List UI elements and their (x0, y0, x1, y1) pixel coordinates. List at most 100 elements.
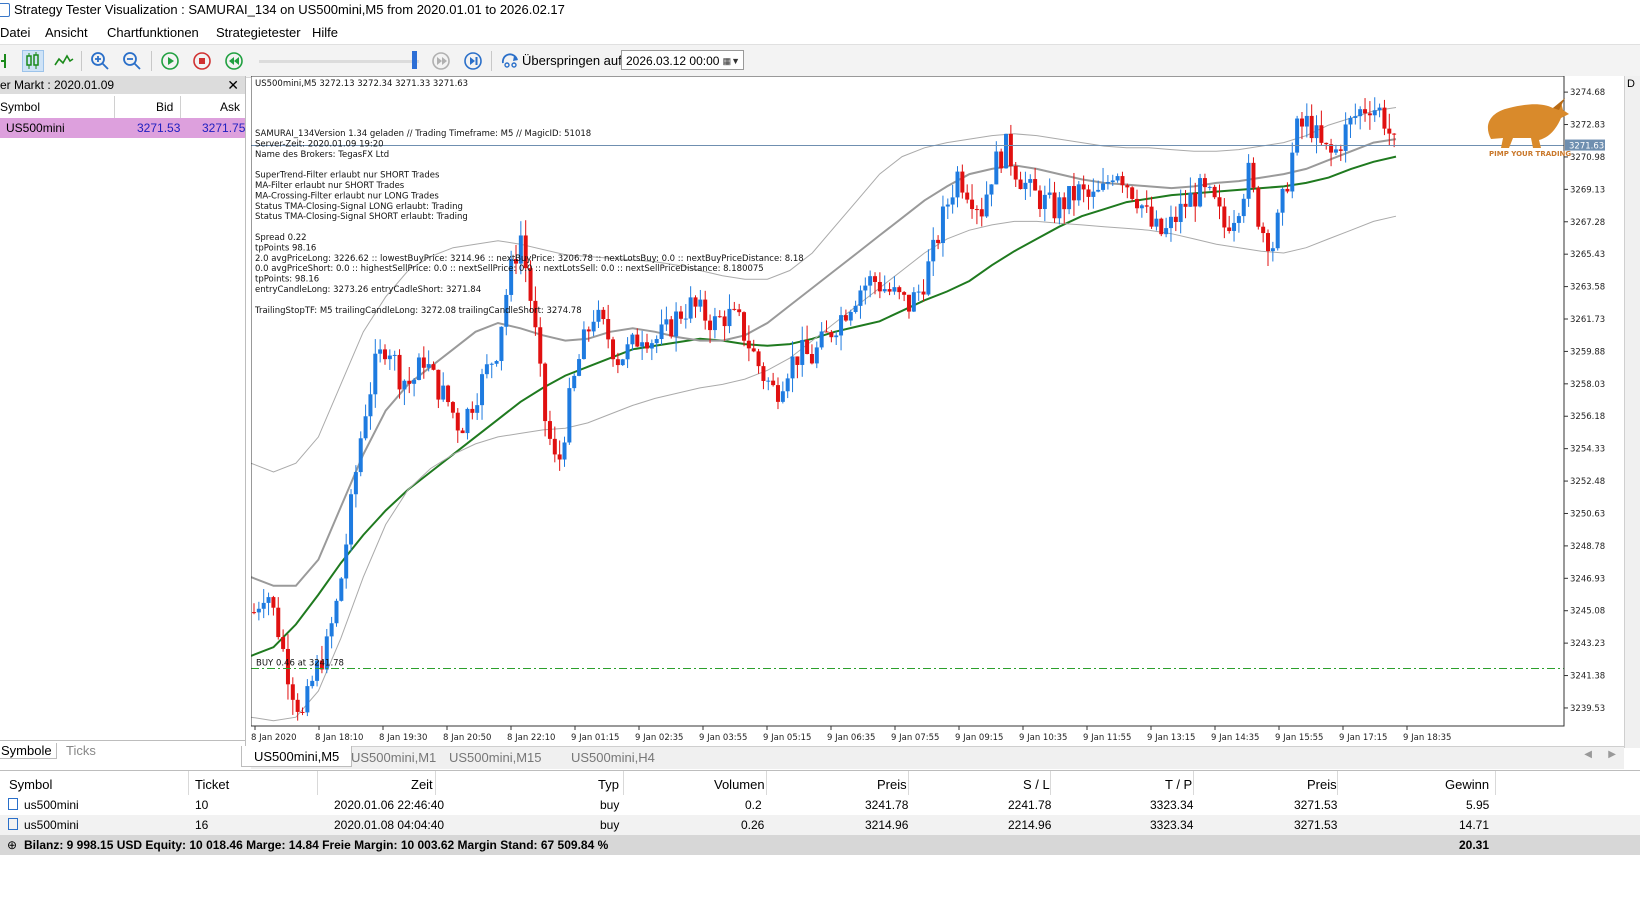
menu-chartfunktionen[interactable]: Chartfunktionen (107, 25, 199, 40)
toolbar: Überspringen auf 2026.03.12 00:00 ▦▼ (0, 44, 1640, 78)
step-forward-icon[interactable] (430, 50, 452, 72)
menu-ansicht[interactable]: Ansicht (45, 25, 88, 40)
th-preis2[interactable]: Preis (1307, 777, 1337, 792)
expand-icon[interactable]: ⊕ (7, 838, 18, 852)
tab-symbole[interactable]: Symbole (0, 743, 57, 759)
chart-canvas[interactable]: 3274.68 3272.83 3270.98 3269.13 3267.28 3265.… (250, 75, 1624, 748)
th-symbol[interactable]: Symbol (9, 777, 53, 792)
th-gewinn[interactable]: Gewinn (1445, 777, 1490, 792)
info-line: SuperTrend-Filter erlaubt nur SHORT Trad… (255, 171, 440, 181)
candle-body (1309, 115, 1314, 139)
candle-body (1047, 192, 1052, 195)
candle-body (256, 608, 261, 613)
candle-body (683, 318, 688, 320)
table-row[interactable]: us500mini 16 2020.01.08 04:04:40 buy 0.2… (0, 815, 1640, 835)
th-preis[interactable]: Preis (877, 777, 907, 792)
candle-body (1067, 186, 1072, 210)
tab-m15[interactable]: US500mini,M15 (449, 750, 542, 765)
th-zeit[interactable]: Zeit (411, 777, 433, 792)
candle-body (1198, 178, 1203, 207)
candle-body (834, 335, 839, 338)
th-sl[interactable]: S / L (1023, 777, 1050, 792)
candle-body (494, 361, 499, 364)
candle-body (252, 612, 256, 614)
th-tp[interactable]: T / P (1165, 777, 1193, 792)
candle-body (1071, 186, 1076, 201)
candle-body (1319, 125, 1324, 143)
x-tick-label: 9 Jan 14:35 (1211, 733, 1259, 743)
col-symbol[interactable]: Symbol (0, 100, 41, 114)
info-line: tpPoints: 98.16 (255, 275, 319, 285)
candle-body (295, 699, 300, 712)
candle-body (1008, 133, 1013, 167)
candle-body (513, 259, 518, 264)
calendar-dropdown-icon[interactable]: ▦▼ (722, 56, 740, 66)
tab-h4[interactable]: US500mini,H4 (571, 750, 655, 765)
tab-m5[interactable]: US500mini,M5 (241, 746, 353, 767)
candle-body (630, 334, 635, 345)
skip-date-field[interactable]: 2026.03.12 00:00 ▦▼ (621, 50, 744, 70)
play-icon[interactable] (159, 50, 181, 72)
candle-body (397, 354, 402, 390)
candle-body (693, 297, 698, 307)
col-ask[interactable]: Ask (220, 100, 241, 114)
zoom-in-icon[interactable] (89, 50, 111, 72)
candle-body (611, 339, 616, 360)
th-volumen[interactable]: Volumen (714, 777, 765, 792)
th-typ[interactable]: Typ (598, 777, 619, 792)
x-tick-label: 9 Jan 10:35 (1019, 733, 1067, 743)
price-chart[interactable]: 3274.68 3272.83 3270.98 3269.13 3267.28 3265.… (250, 75, 1624, 748)
candle-body (1377, 107, 1382, 111)
candle-body (931, 239, 936, 262)
market-watch-row[interactable]: US500mini 3271.53 3271.75 (0, 118, 245, 138)
candle-body (940, 206, 945, 244)
y-tick-label: 3270.98 (1570, 153, 1605, 163)
candle-body (606, 319, 611, 340)
y-tick-label: 3250.63 (1570, 509, 1605, 519)
info-line: entryCandleLong: 3273.26 entryCadleShort… (255, 285, 481, 295)
rewind-icon[interactable] (223, 50, 245, 72)
menu-strategietester[interactable]: Strategietester (216, 25, 301, 40)
candle-body (1392, 133, 1397, 135)
candle-body (843, 315, 848, 321)
info-line: Name des Brokers: TegasFX Ltd (255, 150, 389, 160)
menu-datei[interactable]: Datei (0, 25, 31, 40)
tab-scroll-right-icon[interactable]: ▶ (1608, 749, 1616, 760)
x-tick-label: 9 Jan 13:15 (1147, 733, 1195, 743)
stop-icon[interactable] (191, 50, 213, 72)
tab-m1[interactable]: US500mini,M1 (351, 750, 437, 765)
candle-body (319, 660, 324, 670)
close-icon[interactable]: ✕ (227, 77, 239, 93)
candle-body (1125, 185, 1130, 188)
skip-to-icon[interactable] (499, 50, 521, 72)
table-row[interactable]: us500mini 10 2020.01.06 22:46:40 buy 0.2… (0, 795, 1640, 815)
th-ticket[interactable]: Ticket (195, 777, 230, 792)
skip-to-end-icon[interactable] (462, 50, 484, 72)
info-line: Status TMA-Closing-Signal LONG erlaubt: … (255, 202, 463, 212)
info-line: 2.0 avgPriceLong: 3226.62 :: lowestBuyPr… (255, 254, 804, 264)
speed-slider-track[interactable] (259, 60, 419, 63)
x-tick-label: 8 Jan 2020 (251, 733, 297, 743)
line-graph-icon[interactable] (53, 50, 75, 72)
col-bid[interactable]: Bid (156, 100, 174, 114)
menu-hilfe[interactable]: Hilfe (312, 25, 339, 40)
candle-body (911, 292, 916, 312)
x-tick-label: 9 Jan 07:55 (891, 733, 939, 743)
tab-ticks[interactable]: Ticks (66, 743, 96, 758)
line-chart-icon[interactable] (0, 50, 16, 72)
candle-body (1086, 189, 1091, 197)
candle-body (1188, 192, 1193, 207)
info-line: MA-Crossing-Filter erlaubt nur LONG Trad… (255, 191, 439, 201)
tab-scroll-left-icon[interactable]: ◀ (1584, 749, 1592, 760)
candle-body (664, 319, 669, 325)
candles-icon[interactable] (22, 50, 44, 72)
ea-info-block: SAMURAI_134Version 1.34 geladen // Tradi… (254, 129, 804, 316)
market-watch-title: er Markt : 2020.01.09 (0, 78, 115, 92)
candle-body (1256, 187, 1261, 227)
candle-body (1023, 182, 1028, 190)
y-tick-label: 3241.38 (1570, 672, 1605, 682)
speed-slider-thumb[interactable] (412, 51, 417, 69)
candle-body (1037, 190, 1042, 210)
zoom-out-icon[interactable] (121, 50, 143, 72)
candle-body (814, 347, 819, 364)
